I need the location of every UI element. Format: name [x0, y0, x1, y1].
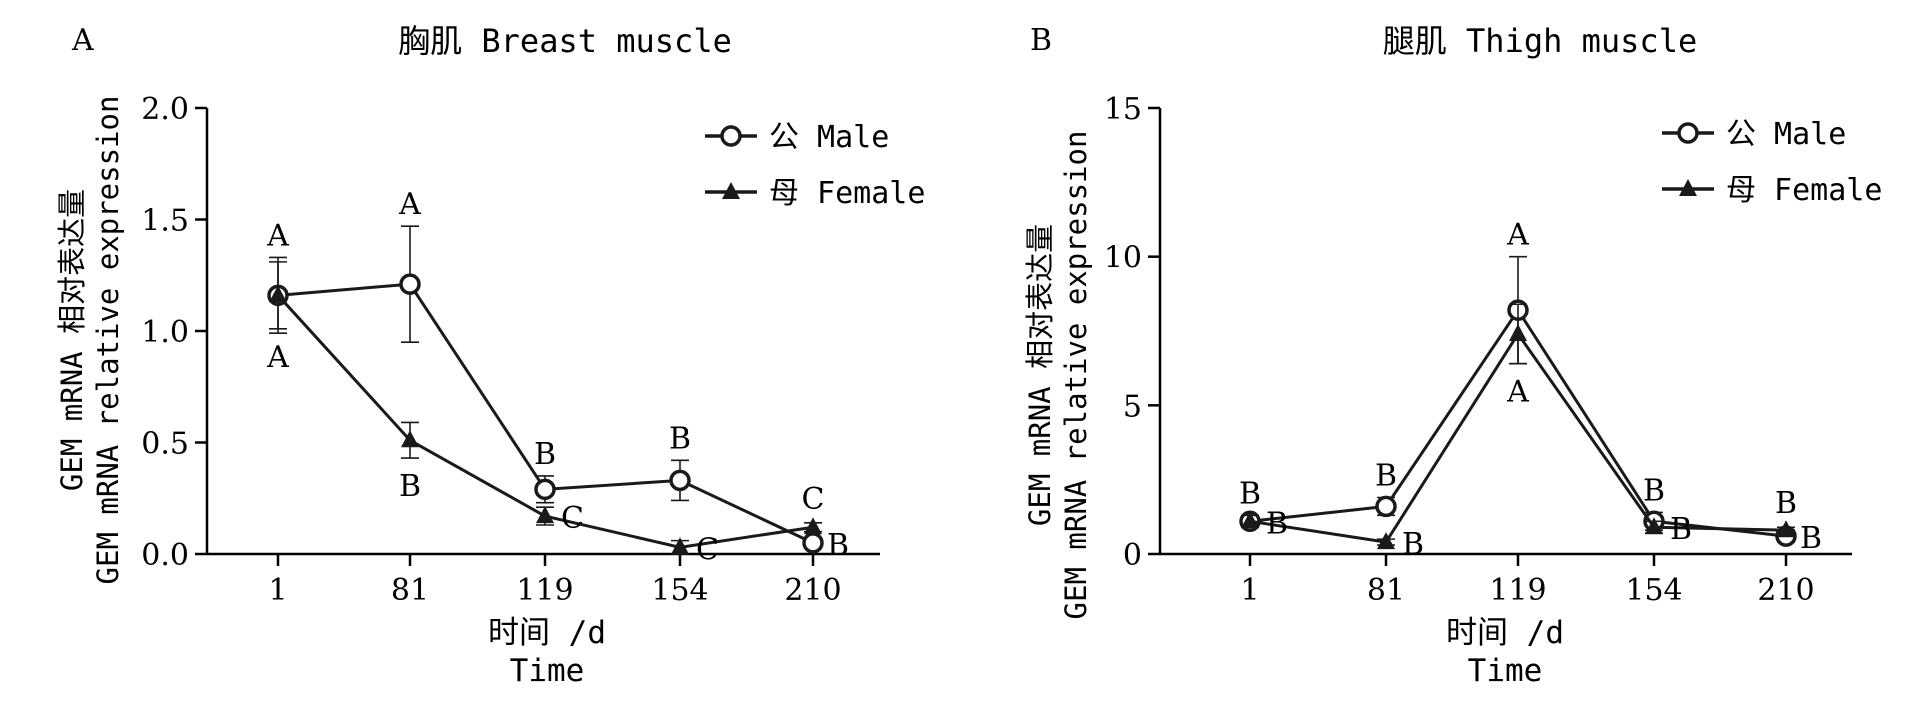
y-tick-label: 5: [1123, 389, 1142, 424]
significance-letter-male: B: [1643, 473, 1665, 508]
data-point-female: [1509, 323, 1527, 341]
x-axis-label-line1: 时间 /d: [488, 615, 606, 651]
data-point-female: [1241, 511, 1259, 529]
x-tick-label: 119: [1489, 573, 1546, 608]
x-tick-label: 81: [391, 573, 429, 608]
significance-letter-female: B: [1775, 486, 1797, 521]
legend: 公 Male 母 Female: [1662, 117, 1882, 208]
chart-title: 腿肌 Thigh muscle: [1383, 22, 1697, 60]
y-tick-label: 15: [1104, 92, 1142, 127]
significance-letter-female: C: [561, 501, 584, 536]
legend-marker-female: [722, 182, 740, 199]
significance-letter-male: B: [534, 437, 556, 472]
data-point-male: [534, 478, 556, 501]
x-tick-label: 154: [651, 573, 708, 608]
data-point-female: [1377, 532, 1395, 550]
legend-marker-female: [1679, 179, 1697, 196]
significance-letter-male: B: [1239, 476, 1261, 511]
significance-letter-male: B: [1800, 521, 1822, 556]
y-axis-label-line1: GEM mRNA 相对表达量: [55, 189, 89, 491]
significance-letter-female: A: [1506, 375, 1529, 410]
x-tick-label: 81: [1367, 573, 1405, 608]
y-axis-label-line1: GEM mRNA 相对表达量: [1023, 224, 1057, 526]
y-tick-label: 0.5: [141, 427, 189, 462]
y-tick-label: 2.0: [141, 92, 189, 127]
data-point-female: [536, 506, 554, 524]
significance-letter-female: B: [399, 469, 421, 504]
x-axis-label-line2: Time: [1468, 653, 1543, 689]
x-tick-label: 1: [1240, 573, 1259, 608]
panel-thigh-muscle: B 腿肌 Thigh muscle GEM mRNA 相对表达量 GEM mRN…: [1023, 22, 1882, 689]
panel-label: A: [71, 23, 94, 58]
legend: 公 Male 母 Female: [705, 120, 925, 211]
panel-breast-muscle: A 胸肌 Breast muscle GEM mRNA 相对表达量 GEM mR…: [55, 22, 925, 689]
data-point-male: [802, 532, 824, 554]
x-axis-label-line1: 时间 /d: [1446, 615, 1564, 651]
y-tick-label: 0.0: [141, 538, 189, 573]
significance-letter-male: B: [669, 421, 691, 456]
series-line-male: [277, 282, 814, 545]
legend-label: 公 Male: [1726, 117, 1846, 152]
significance-letter-male: B: [1375, 459, 1397, 494]
significance-letter-male: A: [1506, 218, 1529, 253]
x-tick-label: 154: [1625, 573, 1682, 608]
x-axis-label-line2: Time: [510, 653, 585, 689]
x-tick-label: 210: [1757, 573, 1814, 608]
y-tick-label: 10: [1104, 241, 1142, 276]
legend-label: 母 Female: [1726, 173, 1882, 208]
legend-label: 母 Female: [769, 176, 925, 211]
significance-letter-male: A: [266, 218, 289, 253]
data-point-male: [1375, 495, 1397, 518]
significance-letter-male: B: [827, 528, 849, 563]
y-tick-label: 1.5: [141, 204, 189, 239]
data-point-male: [669, 469, 691, 492]
y-tick-label: 0: [1123, 538, 1142, 573]
x-tick-label: 119: [516, 573, 573, 608]
significance-letter-female: B: [1266, 506, 1288, 541]
x-tick-label: 210: [784, 573, 841, 608]
significance-letter-female: C: [802, 482, 825, 517]
data-point-female: [1777, 520, 1795, 538]
y-axis-label-line2: GEM mRNA relative expression: [1059, 131, 1093, 620]
panel-label: B: [1030, 23, 1052, 58]
data-point-female: [804, 517, 822, 535]
significance-letter-female: B: [1670, 512, 1692, 547]
data-point-female: [401, 430, 419, 448]
legend-marker-male: [720, 125, 742, 147]
y-axis-label-line2: GEM mRNA relative expression: [91, 96, 125, 585]
y-tick-label: 1.0: [141, 315, 189, 350]
significance-letter-female: B: [1402, 527, 1424, 562]
x-tick-label: 1: [268, 573, 287, 608]
significance-letter-male: A: [398, 187, 421, 222]
legend-marker-male: [1677, 122, 1699, 144]
series-line-female: [1249, 331, 1787, 544]
data-point-male: [399, 273, 421, 295]
chart-title: 胸肌 Breast muscle: [398, 22, 732, 60]
legend-label: 公 Male: [769, 120, 889, 155]
data-point-female: [1645, 517, 1663, 535]
significance-letter-female: C: [696, 532, 719, 567]
data-point-female: [671, 537, 689, 555]
data-point-female: [269, 285, 287, 303]
significance-letter-female: A: [266, 340, 289, 375]
